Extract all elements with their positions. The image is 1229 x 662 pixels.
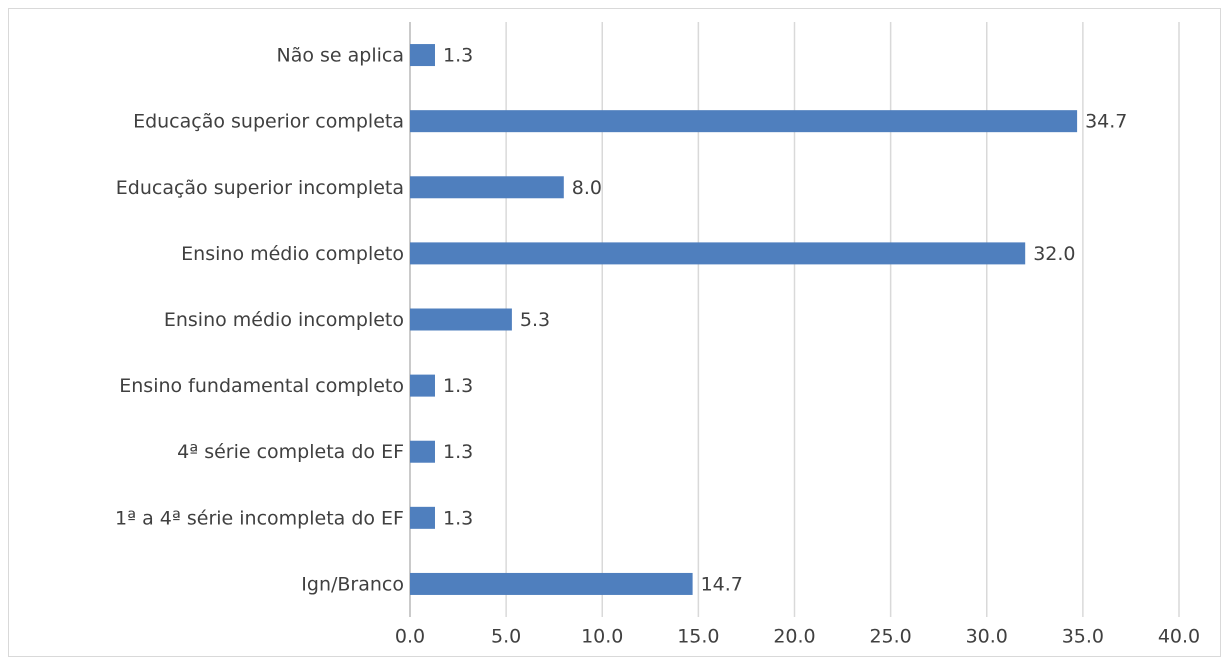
- y-tick-label: Não se aplica: [277, 45, 405, 67]
- x-tick-label: 10.0: [581, 626, 623, 648]
- bar: [410, 242, 1026, 265]
- x-tick-label: 20.0: [773, 626, 815, 648]
- y-tick-label: Educação superior incompleta: [116, 177, 404, 199]
- data-label: 1.3: [443, 375, 473, 397]
- y-tick-label: Ign/Branco: [301, 573, 404, 595]
- x-tick-label: 40.0: [1158, 626, 1200, 648]
- data-label: 1.3: [443, 507, 473, 529]
- bar: [410, 176, 564, 199]
- y-tick-label: Ensino fundamental completo: [119, 375, 404, 397]
- x-tick-label: 35.0: [1062, 626, 1104, 648]
- data-label: 5.3: [520, 309, 550, 331]
- bar: [410, 110, 1078, 133]
- bar: [410, 572, 693, 595]
- y-tick-label: 1ª a 4ª série incompleta do EF: [115, 507, 404, 529]
- x-tick-label: 15.0: [677, 626, 719, 648]
- x-tick-label: 0.0: [395, 626, 425, 648]
- bar: [410, 374, 435, 397]
- bar: [410, 506, 435, 529]
- y-tick-label: Educação superior completa: [133, 111, 404, 133]
- data-label: 1.3: [443, 45, 473, 67]
- bar: [410, 44, 435, 67]
- data-label: 34.7: [1085, 111, 1127, 133]
- data-label: 32.0: [1033, 243, 1075, 265]
- chart-border: [8, 8, 1221, 657]
- y-tick-label: Ensino médio incompleto: [164, 309, 404, 331]
- y-tick-label: Ensino médio completo: [181, 243, 404, 265]
- data-label: 8.0: [572, 177, 602, 199]
- x-tick-label: 25.0: [869, 626, 911, 648]
- x-tick-label: 5.0: [491, 626, 521, 648]
- data-label: 1.3: [443, 441, 473, 463]
- bar: [410, 440, 435, 463]
- x-tick-label: 30.0: [966, 626, 1008, 648]
- data-label: 14.7: [701, 573, 743, 595]
- bar: [410, 308, 512, 331]
- y-tick-label: 4ª série completa do EF: [177, 441, 404, 463]
